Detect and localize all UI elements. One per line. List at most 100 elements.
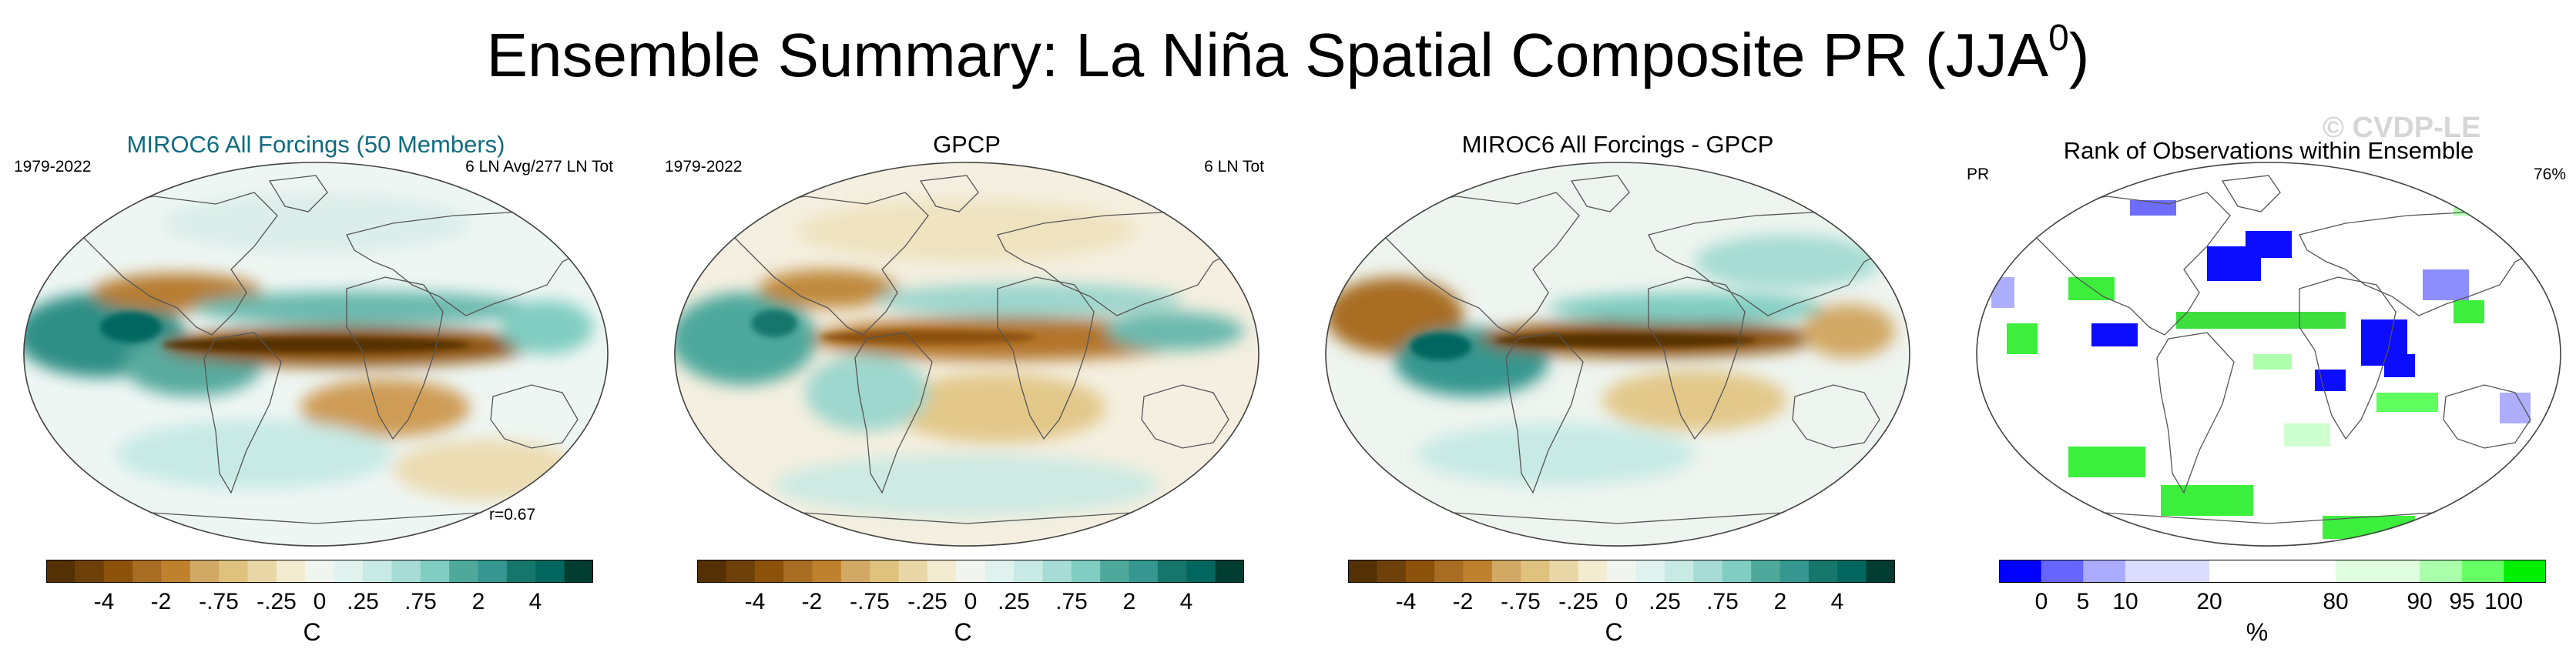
colorbar-swatch [1751,560,1781,583]
colorbar-swatch [956,560,986,583]
colorbar-unit: C [303,618,321,646]
panel-title: MIROC6 All Forcings (50 Members) [126,131,505,158]
colorbar-swatch [1129,560,1159,583]
colorbar-tick-label: 0 [313,589,327,614]
colorbar-tick-label: .25 [1649,589,1681,614]
colorbar-swatch [1665,560,1695,583]
colorbar-swatch [535,560,565,583]
colorbar-swatch [132,560,163,583]
colorbar-swatch [870,560,900,583]
colorbar-tick-labels: -4 -2 -.75 -.25 0 .25 .75 2 4 [1348,589,1895,617]
colorbar-tick-label: -.75 [1501,589,1541,614]
colorbar-swatch [2377,560,2420,583]
colorbar-swatch [898,560,928,583]
colorbar-tick-label: -.25 [257,589,297,614]
colorbar-border [46,560,593,583]
colorbar-tick-label: 100 [2484,589,2524,614]
colorbar-tick-label: -4 [744,589,766,614]
colorbar-border [1348,560,1895,583]
colorbar-swatch [1042,560,1072,583]
colorbar-tick-label: -2 [150,589,172,614]
colorbar-swatch [754,560,784,583]
colorbar-swatch [2125,560,2168,583]
precip-difference-map [1325,162,1910,547]
colorbar-swatch [363,560,393,583]
colorbar-tick-label: 4 [528,589,542,614]
colorbar-swatch [161,560,191,583]
colorbar-tick-label: .75 [1706,589,1739,614]
colorbar-tick-label: .75 [1055,589,1088,614]
panel-model-minus-obs: MIROC6 All Forcings - GPCP -4 -2 -.75 -.25 0… [1310,123,1926,647]
colorbar-swatch [726,560,756,583]
panel-title: Rank of Observations within Ensemble [2063,137,2474,164]
colorbar-unit: C [954,618,972,646]
colorbar-swatch [984,560,1015,583]
colorbar-swatch [1693,560,1723,583]
colorbar-swatch [1808,560,1838,583]
precip-anomaly-map [23,162,609,547]
colorbar-tick-label: 4 [1830,589,1844,614]
colorbar-tick-label: -2 [1452,589,1474,614]
panel-model-composite: MIROC6 All Forcings (50 Members) 1979-20… [8,123,624,647]
colorbar-tick-label: -2 [801,589,823,614]
colorbar-swatch [2041,560,2084,583]
period-label: 1979-2022 [665,158,743,176]
colorbar-tick-label: -.25 [1558,589,1598,614]
colorbar-swatch [219,560,249,583]
colorbar-tick-label: 20 [2196,589,2222,614]
colorbar-swatch [1434,560,1464,583]
colorbar-tick-label: 0 [1615,589,1628,614]
colorbar-swatch [1999,560,2042,583]
colorbar-tick-label: -4 [1395,589,1417,614]
colorbar [1348,560,1895,583]
colorbar-swatch [564,560,593,583]
colorbar [697,560,1244,583]
colorbar-tick-label: .75 [404,589,437,614]
colorbar-tick-label: -.25 [907,589,948,614]
colorbar-swatch [506,560,536,583]
colorbar-swatch [1377,560,1407,583]
colorbar-swatch [1722,560,1752,583]
colorbar-tick-label: 90 [2407,589,2433,614]
colorbar-tick-label: -.75 [199,589,239,614]
colorbar-swatch [1866,560,1895,583]
percent-label: 76% [2533,166,2566,183]
colorbar-swatch [1607,560,1637,583]
colorbar-swatch [1405,560,1435,583]
colorbar-swatch [420,560,450,583]
watermark: © CVDP-LE [2323,112,2481,144]
colorbar-swatch [449,560,479,583]
colorbar-swatch [1463,560,1493,583]
colorbar-swatch [1157,560,1187,583]
colorbar-swatch [247,560,277,583]
colorbar-swatch [478,560,508,583]
event-count-label: 6 LN Avg/277 LN Tot [465,158,613,176]
colorbar-swatch [1549,560,1579,583]
rank-map [1976,162,2561,547]
period-label: 1979-2022 [14,158,92,176]
colorbar-swatch [334,560,364,583]
figure-title: Ensemble Summary: La Niña Spatial Compos… [486,18,2090,90]
colorbar-tick-label: 2 [1773,589,1787,614]
precip-anomaly-map [674,162,1259,547]
colorbar-tick-label: 10 [2112,589,2138,614]
colorbar-swatch [190,560,220,583]
colorbar-swatch [1635,560,1665,583]
colorbar-tick-label: 0 [2034,589,2048,614]
colorbar-swatch [2083,560,2126,583]
colorbar-swatch [783,560,813,583]
colorbar-swatch [2209,560,2252,583]
colorbar-swatch [840,560,870,583]
colorbar-swatch [2420,560,2463,583]
colorbar-swatch [2251,560,2294,583]
colorbar-swatch [1779,560,1810,583]
pattern-correlation-label: r=0.67 [489,506,536,524]
colorbar-swatch [2461,560,2504,583]
colorbar-swatch [1521,560,1551,583]
colorbar-tick-labels: -4 -2 -.75 -.25 0 .25 .75 2 4 [46,589,593,617]
colorbar [1999,560,2546,583]
colorbar-tick-label: 0 [964,589,978,614]
colorbar-swatch [103,560,133,583]
colorbar-swatch [1837,560,1867,583]
colorbar-swatch [2335,560,2379,583]
